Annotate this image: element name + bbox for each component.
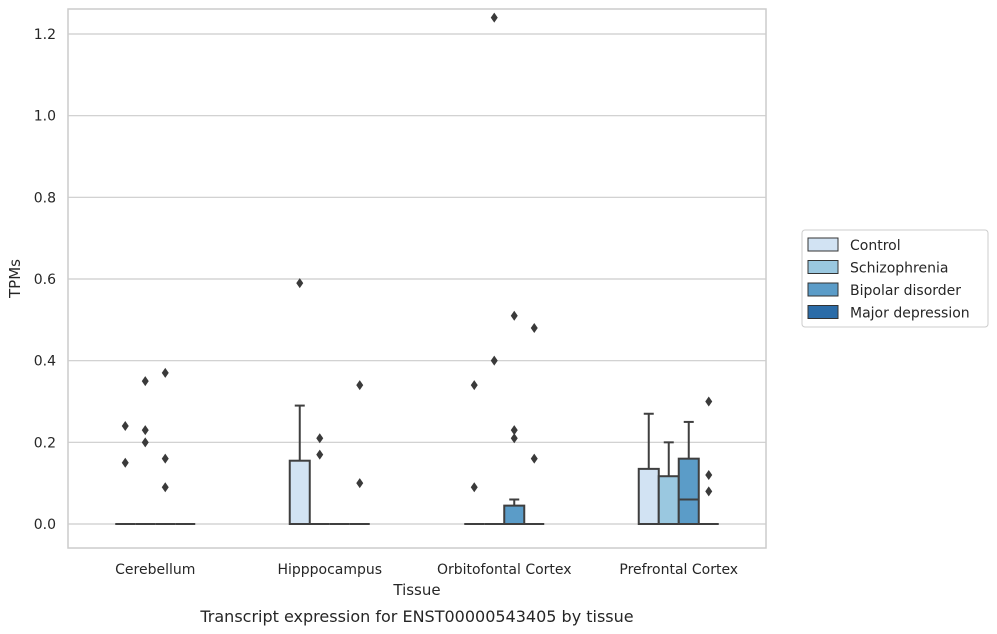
legend-label: Major depression — [850, 306, 970, 322]
plot-frame — [67, 8, 767, 549]
y-axis-label: TPMs — [6, 259, 24, 299]
x-tick-label: Orbitofontal Cortex — [437, 562, 572, 578]
box-schizophrenia — [657, 441, 680, 526]
box — [288, 459, 311, 526]
outlier-point — [161, 482, 169, 493]
outlier-point — [510, 310, 518, 321]
outlier-point — [470, 380, 478, 391]
outlier-point — [705, 396, 713, 407]
chart-caption: Transcript expression for ENST0000054340… — [199, 607, 633, 626]
legend-swatch — [807, 260, 839, 274]
x-tick-label: Prefrontal Cortex — [619, 562, 738, 578]
y-tick-label: 0.6 — [34, 272, 56, 288]
outlier-point — [470, 482, 478, 493]
x-axis-label: Tissue — [392, 581, 440, 599]
outlier-point — [121, 457, 129, 468]
outlier-point — [490, 12, 498, 23]
legend-label: Control — [850, 238, 901, 254]
gridlines — [68, 33, 766, 525]
outlier-point — [510, 425, 518, 436]
box-bipolar-disorder — [677, 420, 700, 525]
y-tick-label: 1.0 — [34, 109, 56, 125]
box — [677, 457, 700, 525]
box — [657, 475, 680, 526]
legend-swatch — [807, 282, 839, 297]
outlier-point — [356, 380, 364, 391]
outlier-point — [510, 433, 518, 444]
x-tick-label: Hipppocampus — [277, 562, 382, 578]
legend: Control Schizophrenia Bipolar disorder Majo… — [801, 229, 989, 328]
y-tick-label: 1.2 — [34, 27, 56, 43]
outlier-point — [530, 323, 538, 333]
legend-label: Bipolar disorder — [850, 283, 961, 299]
outlier-point — [705, 486, 713, 497]
box — [637, 467, 660, 525]
outlier-points — [121, 12, 713, 497]
x-tick-label: Cerebellum — [115, 562, 195, 578]
outlier-point — [121, 421, 129, 431]
legend-swatch — [807, 237, 839, 252]
box-control — [637, 412, 660, 525]
outlier-point — [530, 453, 538, 464]
outlier-point — [356, 478, 364, 489]
outlier-point — [141, 376, 149, 387]
outlier-point — [141, 425, 149, 436]
legend-label: Schizophrenia — [850, 261, 948, 277]
y-tick-label: 0.0 — [34, 517, 56, 533]
outlier-point — [161, 453, 169, 464]
box-plots — [115, 404, 719, 526]
y-tick-label: 0.4 — [34, 354, 56, 370]
outlier-point — [161, 367, 169, 378]
box-control — [288, 404, 311, 526]
legend-swatch — [807, 305, 839, 319]
y-axis-ticks: 0.0 0.2 0.4 0.6 0.8 1.0 1.2 — [34, 27, 56, 533]
outlier-point — [141, 437, 149, 448]
x-axis-ticks: Cerebellum Hipppocampus Orbitofontal Corte… — [115, 562, 738, 578]
legend-box — [801, 229, 989, 328]
outlier-point — [490, 355, 498, 366]
y-tick-label: 0.2 — [34, 435, 56, 451]
outlier-point — [705, 470, 713, 480]
outlier-point — [296, 278, 304, 289]
y-tick-label: 0.8 — [34, 190, 56, 206]
box-bipolar-disorder — [503, 498, 526, 525]
box — [503, 504, 526, 525]
outlier-point — [316, 433, 324, 444]
outlier-point — [316, 449, 324, 460]
